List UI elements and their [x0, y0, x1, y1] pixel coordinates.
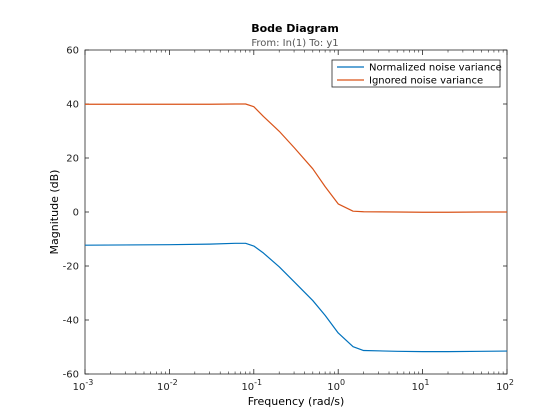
- y-tick-label: -20: [63, 262, 79, 273]
- x-tick-label: 10-3: [73, 378, 94, 393]
- axis-ticks: [84, 49, 508, 375]
- series-lines: [84, 103, 508, 353]
- x-tick-label: 100: [327, 378, 345, 393]
- x-tick-label: 10-2: [157, 378, 178, 393]
- legend-box: [331, 59, 501, 88]
- x-axis-label: Frequency (rad/s): [248, 395, 345, 408]
- legend-label-normalized: Normalized noise variance: [369, 63, 502, 74]
- x-tick-label: 102: [496, 378, 514, 393]
- y-tick-label: 0: [73, 208, 79, 219]
- series-normalized-noise-variance: [84, 242, 508, 353]
- chart-subtitle: From: In(1) To: y1: [251, 38, 338, 49]
- chart-title: Bode Diagram: [251, 22, 339, 35]
- x-tick-label: 101: [412, 378, 430, 393]
- legend-label-ignored: Ignored noise variance: [369, 76, 483, 87]
- tick-labels: -60 -40 -20 0 20 40 60 10-3 10-2 10-1 100 101 102: [63, 46, 514, 394]
- y-tick-label: -60: [63, 370, 79, 381]
- y-tick-label: 60: [66, 46, 79, 57]
- y-tick-label: -40: [63, 316, 79, 327]
- legend: Normalized noise variance Ignored noise …: [331, 59, 502, 88]
- y-tick-label: 40: [66, 100, 79, 111]
- x-tick-label: 10-1: [241, 378, 262, 393]
- y-tick-label: 20: [66, 154, 79, 165]
- series-ignored-noise-variance: [85, 103, 507, 213]
- y-axis-label: Magnitude (dB): [48, 170, 61, 255]
